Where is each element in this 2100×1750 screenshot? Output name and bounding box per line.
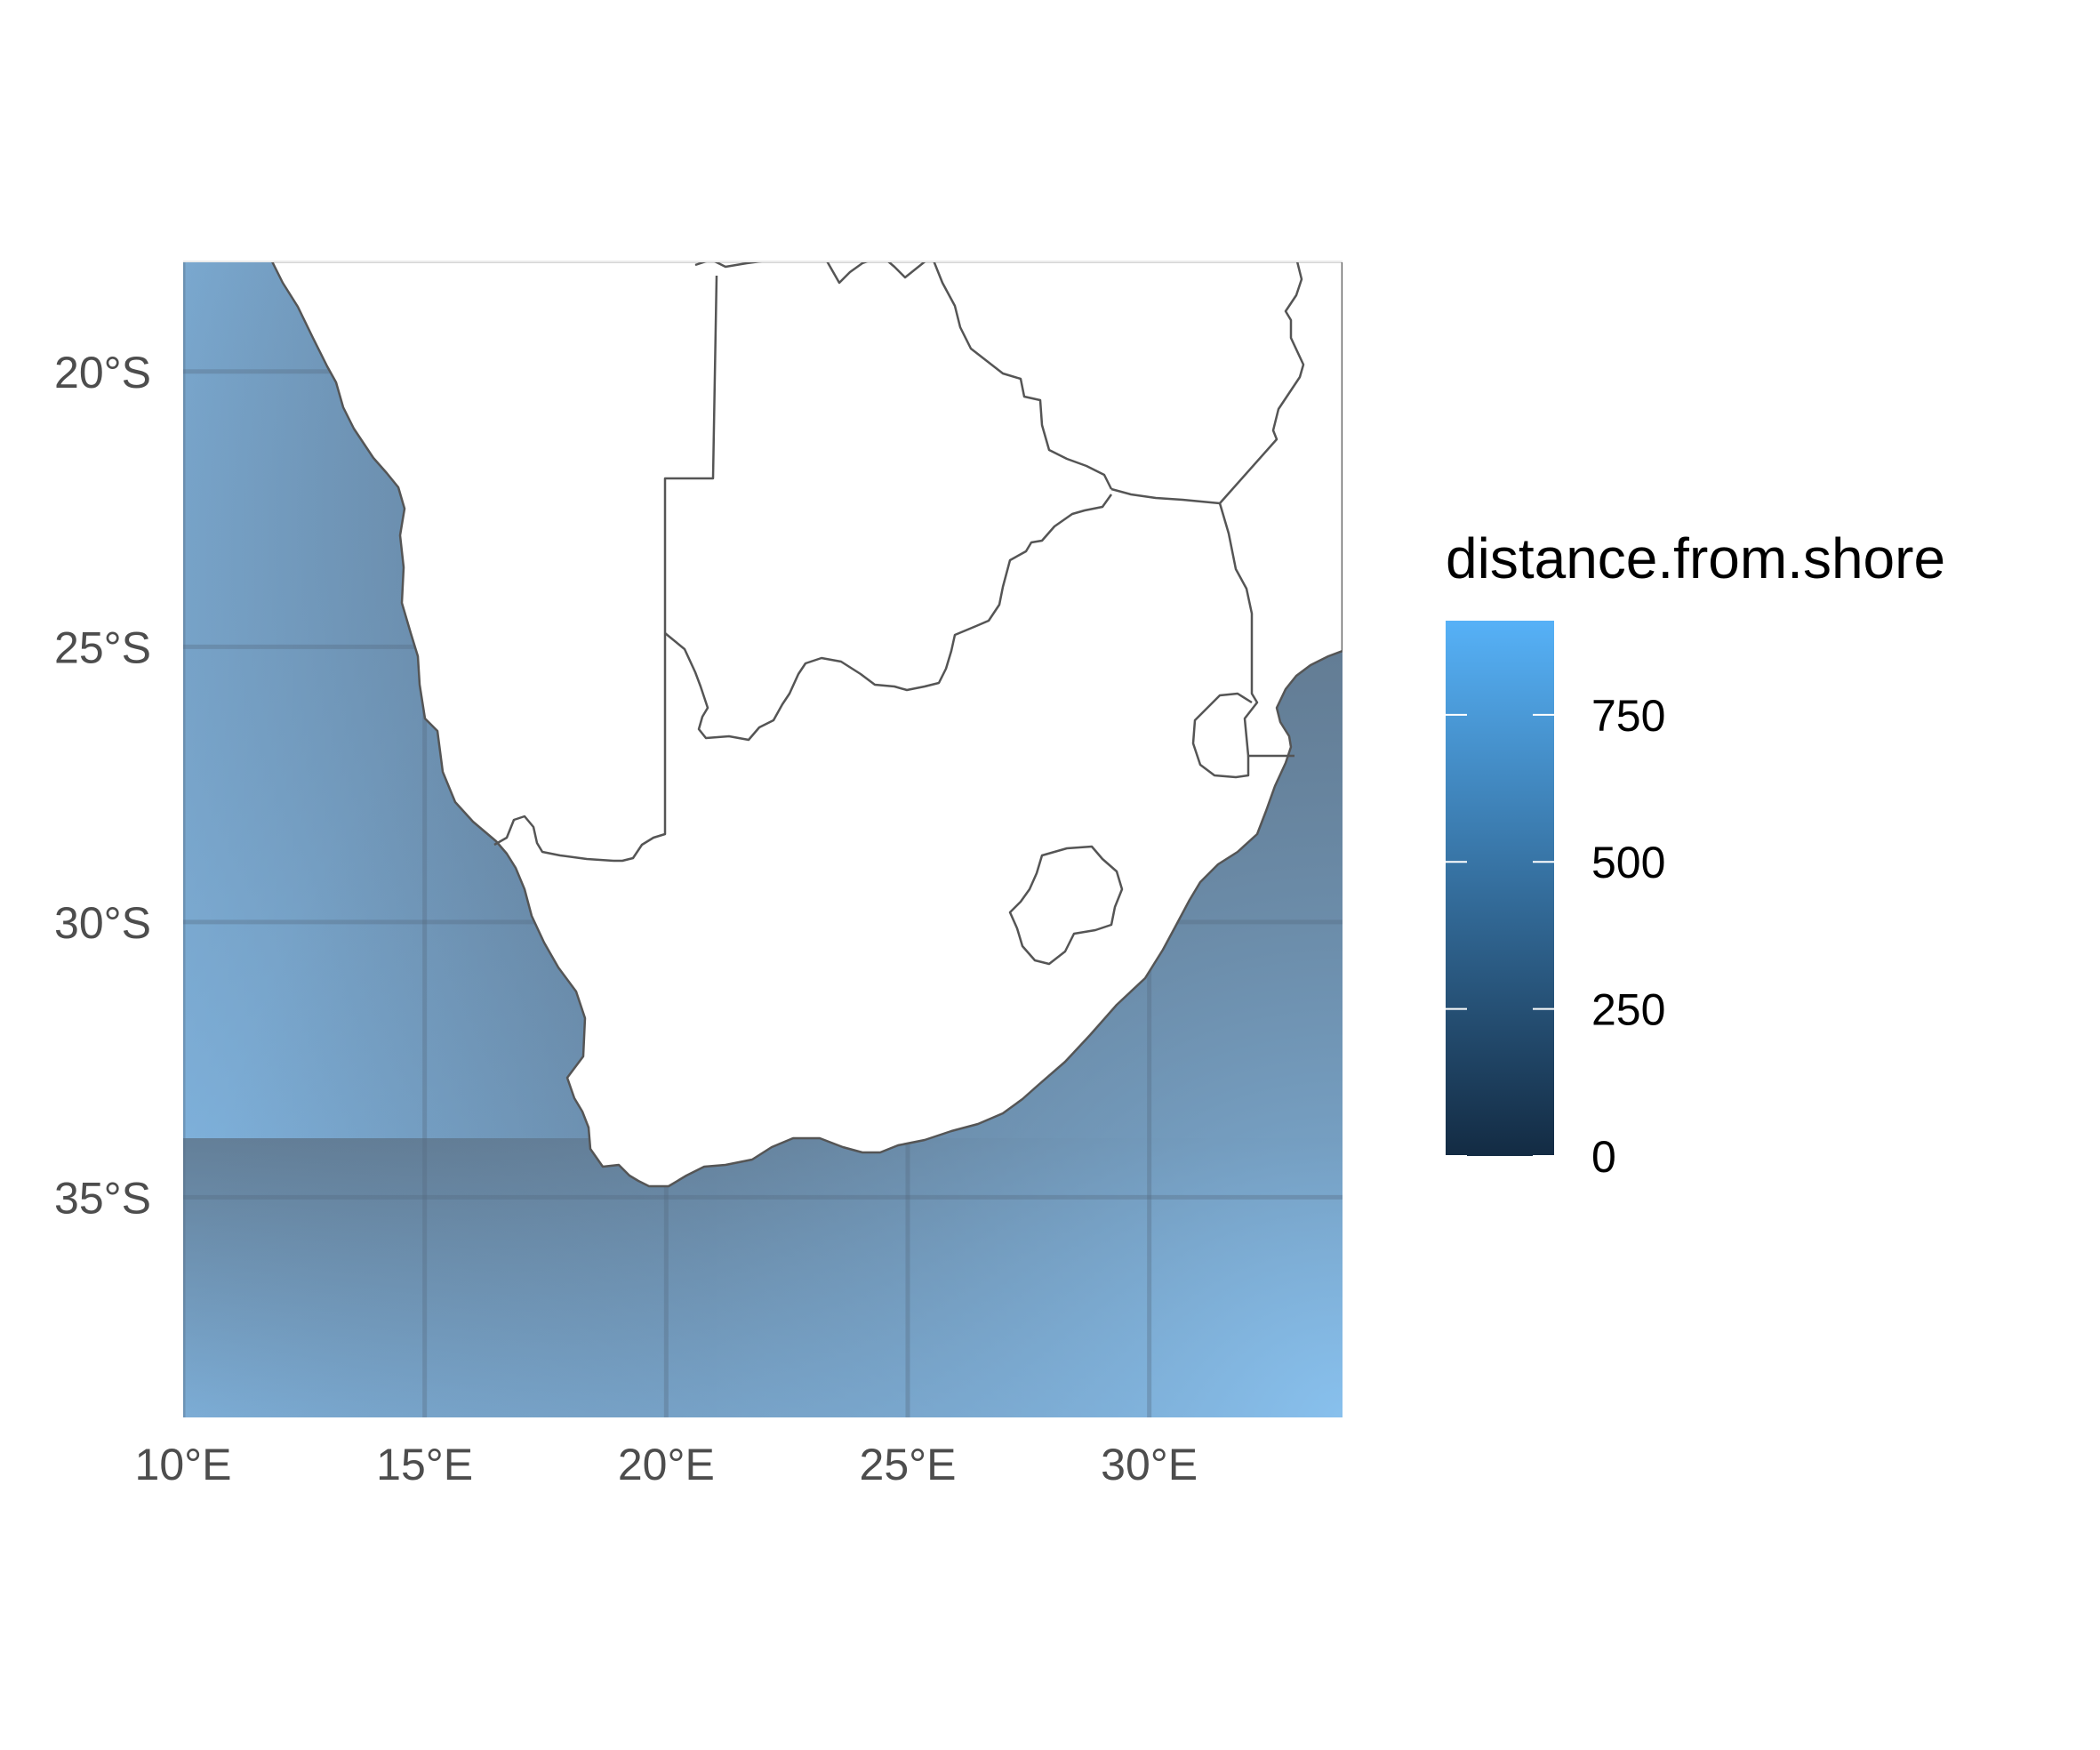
border-south-africa-north [664,494,1113,742]
legend-tick-label: 500 [1591,838,1665,887]
border-zimbabwe-mozambique [1110,261,1305,505]
country-borders [493,261,1305,966]
legend-tick-label: 750 [1591,691,1665,741]
y-tick-label: 35°S [54,1173,151,1223]
x-tick-label: 30°E [1101,1440,1198,1489]
y-axis-labels: 20°S 25°S 30°S 35°S [54,348,151,1224]
x-tick-label: 20°E [618,1440,715,1489]
legend-tick-label: 250 [1591,985,1665,1035]
border-namibia-angola-zambia [694,261,927,285]
border-lesotho [1008,845,1124,966]
y-tick-label: 20°S [54,348,151,397]
x-axis-labels: 10°E 15°E 20°E 25°E 30°E [135,1440,1198,1489]
border-namibia-botswana [613,275,718,863]
legend-colorbar [1446,621,1554,1156]
border-botswana-zimbabwe [933,261,1113,490]
land-layer [270,261,1343,1188]
legend-title: distance.from.shore [1446,526,1945,590]
legend-ticks: 0 250 500 750 [1446,691,1665,1182]
legend: distance.from.shore 0 250 500 750 [1446,526,1945,1182]
x-tick-label: 10°E [135,1440,232,1489]
x-tick-label: 15°E [376,1440,473,1489]
border-south-africa-mozambique [1218,502,1294,758]
legend-tick-label: 0 [1591,1132,1616,1182]
y-tick-label: 25°S [54,622,151,672]
y-tick-label: 30°S [54,898,151,948]
x-tick-label: 25°E [860,1440,957,1489]
border-eswatini [1191,692,1253,779]
land-mass [270,261,1343,1188]
border-namibia-south-africa [493,815,614,863]
